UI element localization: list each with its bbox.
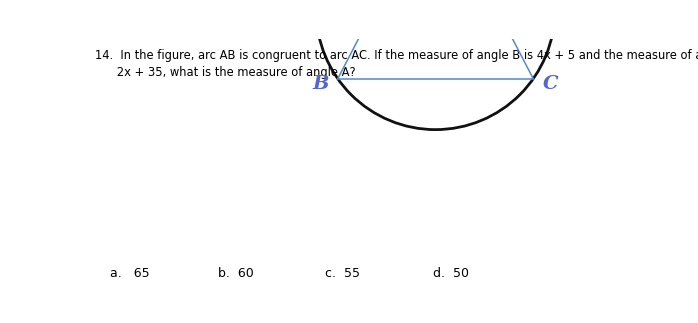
Text: 14.  In the figure, arc AB is congruent to arc AC. If the measure of angle B is : 14. In the figure, arc AB is congruent t… [95, 49, 698, 62]
Text: d.  50: d. 50 [433, 267, 469, 280]
Text: 2x + 35, what is the measure of angle A?: 2x + 35, what is the measure of angle A? [95, 66, 356, 79]
Text: C: C [542, 75, 558, 93]
Text: B: B [313, 75, 329, 93]
Text: b.  60: b. 60 [218, 267, 254, 280]
Text: c.  55: c. 55 [325, 267, 360, 280]
Text: a.   65: a. 65 [110, 267, 150, 280]
